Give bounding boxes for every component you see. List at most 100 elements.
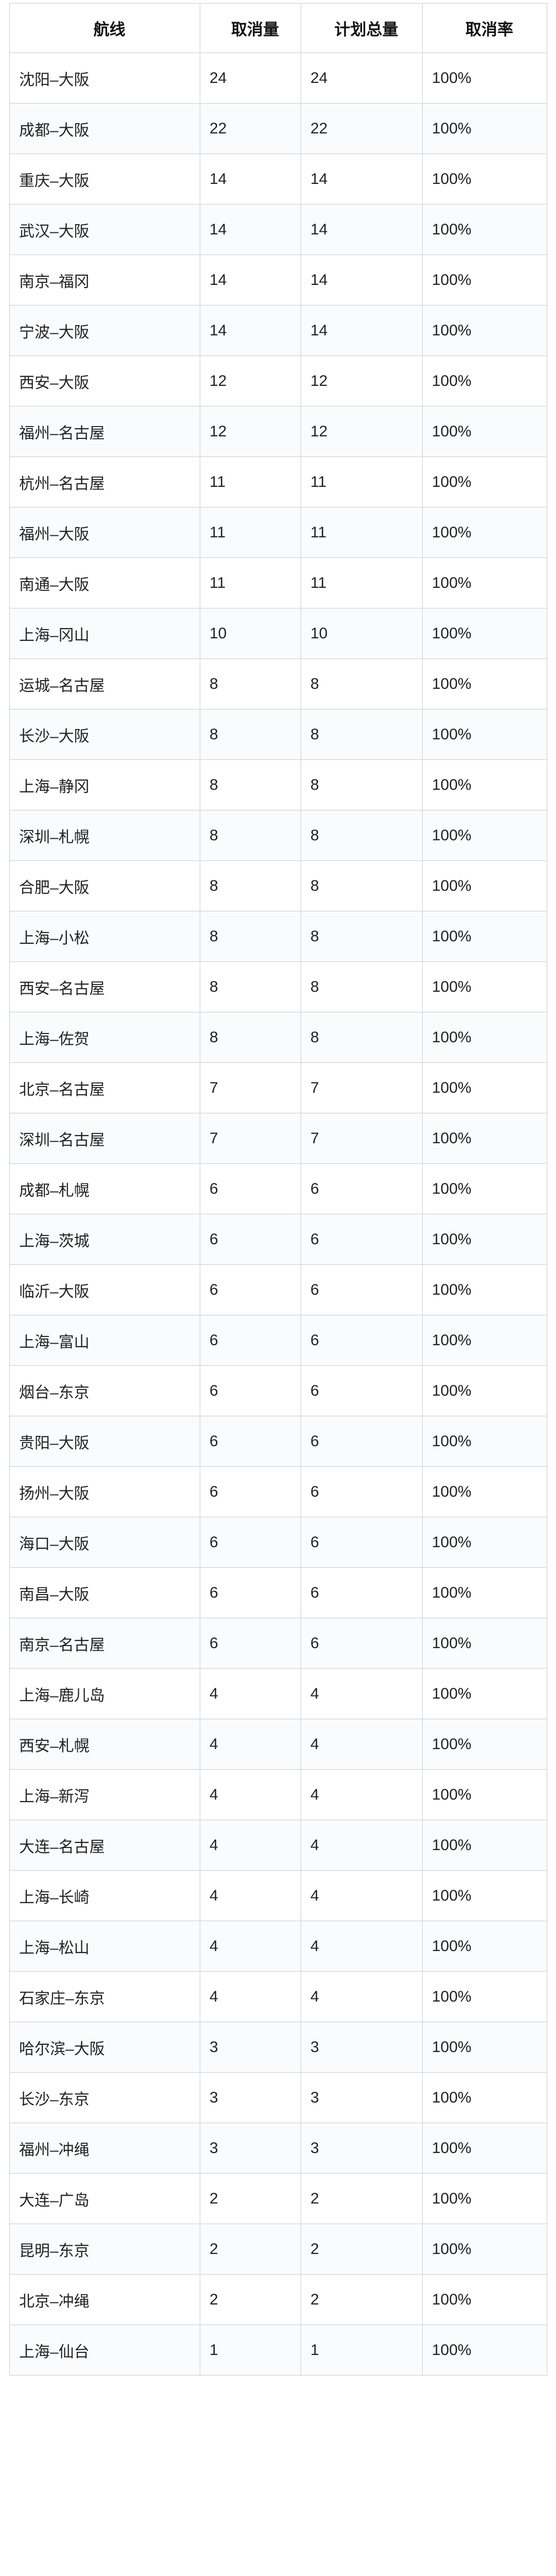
cell-rate: 100% bbox=[422, 1820, 547, 1871]
cell-rate: 100% bbox=[422, 658, 547, 709]
cell-cancelled: 14 bbox=[200, 204, 301, 255]
cell-cancelled: 8 bbox=[200, 759, 301, 810]
cell-route: 上海–新泻 bbox=[9, 1769, 200, 1820]
cell-cancelled: 12 bbox=[200, 406, 301, 457]
cell-planned: 4 bbox=[301, 1769, 423, 1820]
cell-cancelled: 14 bbox=[200, 154, 301, 205]
cell-planned: 11 bbox=[301, 456, 423, 507]
cell-planned: 8 bbox=[301, 961, 423, 1012]
cell-planned: 4 bbox=[301, 1870, 423, 1921]
cell-cancelled: 3 bbox=[200, 2022, 301, 2073]
cell-cancelled: 6 bbox=[200, 1315, 301, 1366]
cell-route: 运城–名古屋 bbox=[9, 658, 200, 709]
cell-planned: 2 bbox=[301, 2224, 423, 2275]
cell-route: 哈尔滨–大阪 bbox=[9, 2022, 200, 2073]
cell-planned: 2 bbox=[301, 2173, 423, 2224]
cell-planned: 8 bbox=[301, 759, 423, 810]
cell-cancelled: 2 bbox=[200, 2274, 301, 2325]
cell-rate: 100% bbox=[422, 608, 547, 659]
cell-planned: 14 bbox=[301, 204, 423, 255]
table-row: 烟台–东京 6 6 100% bbox=[9, 1365, 547, 1416]
cell-planned: 6 bbox=[301, 1567, 423, 1618]
cell-route: 成都–大阪 bbox=[9, 103, 200, 154]
cell-planned: 10 bbox=[301, 608, 423, 659]
cell-planned: 8 bbox=[301, 709, 423, 760]
table-row: 大连–名古屋 4 4 100% bbox=[9, 1820, 547, 1871]
column-header-cancelled: 取消量 bbox=[200, 3, 301, 53]
cell-rate: 100% bbox=[422, 355, 547, 406]
cell-planned: 4 bbox=[301, 1921, 423, 1972]
table-row: 杭州–名古屋 11 11 100% bbox=[9, 456, 547, 507]
cell-planned: 24 bbox=[301, 53, 423, 104]
cell-cancelled: 14 bbox=[200, 255, 301, 306]
table-row: 南通–大阪 11 11 100% bbox=[9, 557, 547, 608]
cell-route: 重庆–大阪 bbox=[9, 154, 200, 205]
column-header-route: 航线 bbox=[9, 3, 200, 53]
cell-cancelled: 2 bbox=[200, 2224, 301, 2275]
cell-cancelled: 6 bbox=[200, 1466, 301, 1517]
table-row: 上海–冈山 10 10 100% bbox=[9, 608, 547, 659]
cell-planned: 8 bbox=[301, 1012, 423, 1063]
cell-rate: 100% bbox=[422, 810, 547, 861]
cell-cancelled: 4 bbox=[200, 1971, 301, 2022]
table-row: 海口–大阪 6 6 100% bbox=[9, 1517, 547, 1568]
cell-cancelled: 2 bbox=[200, 2173, 301, 2224]
cell-rate: 100% bbox=[422, 1416, 547, 1467]
cell-rate: 100% bbox=[422, 759, 547, 810]
cell-cancelled: 8 bbox=[200, 911, 301, 962]
cell-cancelled: 4 bbox=[200, 1820, 301, 1871]
cell-rate: 100% bbox=[422, 1517, 547, 1568]
cell-planned: 6 bbox=[301, 1416, 423, 1467]
cell-rate: 100% bbox=[422, 2274, 547, 2325]
cell-route: 上海–松山 bbox=[9, 1921, 200, 1972]
table-row: 上海–富山 6 6 100% bbox=[9, 1315, 547, 1366]
cell-planned: 14 bbox=[301, 305, 423, 356]
cell-route: 武汉–大阪 bbox=[9, 204, 200, 255]
cell-planned: 2 bbox=[301, 2274, 423, 2325]
cell-cancelled: 12 bbox=[200, 355, 301, 406]
cell-planned: 8 bbox=[301, 810, 423, 861]
cell-planned: 8 bbox=[301, 860, 423, 911]
table-row: 深圳–名古屋 7 7 100% bbox=[9, 1113, 547, 1164]
cell-route: 上海–鹿儿岛 bbox=[9, 1668, 200, 1719]
cell-cancelled: 4 bbox=[200, 1719, 301, 1770]
cell-rate: 100% bbox=[422, 1466, 547, 1517]
cell-rate: 100% bbox=[422, 2123, 547, 2174]
cell-planned: 4 bbox=[301, 1719, 423, 1770]
table-row: 武汉–大阪 14 14 100% bbox=[9, 204, 547, 255]
cell-planned: 4 bbox=[301, 1971, 423, 2022]
table-row: 福州–冲绳 3 3 100% bbox=[9, 2123, 547, 2174]
cell-route: 南通–大阪 bbox=[9, 557, 200, 608]
cell-route: 福州–大阪 bbox=[9, 507, 200, 558]
table-row: 沈阳–大阪 24 24 100% bbox=[9, 53, 547, 104]
table-row: 扬州–大阪 6 6 100% bbox=[9, 1466, 547, 1517]
table-row: 临沂–大阪 6 6 100% bbox=[9, 1264, 547, 1315]
cell-rate: 100% bbox=[422, 305, 547, 356]
cell-cancelled: 4 bbox=[200, 1870, 301, 1921]
cell-planned: 6 bbox=[301, 1618, 423, 1669]
cell-rate: 100% bbox=[422, 1971, 547, 2022]
cell-cancelled: 6 bbox=[200, 1264, 301, 1315]
cell-planned: 6 bbox=[301, 1264, 423, 1315]
cell-route: 深圳–札幌 bbox=[9, 810, 200, 861]
cell-planned: 6 bbox=[301, 1214, 423, 1265]
cell-route: 上海–茨城 bbox=[9, 1214, 200, 1265]
cell-cancelled: 6 bbox=[200, 1214, 301, 1265]
cell-rate: 100% bbox=[422, 2325, 547, 2376]
cell-route: 上海–小松 bbox=[9, 911, 200, 962]
cell-rate: 100% bbox=[422, 1769, 547, 1820]
cell-route: 上海–佐贺 bbox=[9, 1012, 200, 1063]
cell-planned: 1 bbox=[301, 2325, 423, 2376]
table-row: 南京–福冈 14 14 100% bbox=[9, 255, 547, 306]
cell-rate: 100% bbox=[422, 1567, 547, 1618]
cell-planned: 22 bbox=[301, 103, 423, 154]
cell-rate: 100% bbox=[422, 1113, 547, 1164]
cell-route: 上海–静冈 bbox=[9, 759, 200, 810]
cell-route: 宁波–大阪 bbox=[9, 305, 200, 356]
cell-rate: 100% bbox=[422, 154, 547, 205]
cell-cancelled: 4 bbox=[200, 1769, 301, 1820]
cell-cancelled: 11 bbox=[200, 557, 301, 608]
table-row: 成都–大阪 22 22 100% bbox=[9, 103, 547, 154]
cell-rate: 100% bbox=[422, 2224, 547, 2275]
table-row: 上海–小松 8 8 100% bbox=[9, 911, 547, 962]
